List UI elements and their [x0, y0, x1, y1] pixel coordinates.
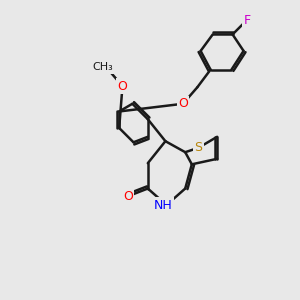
Text: S: S: [194, 141, 202, 154]
Text: F: F: [243, 14, 250, 27]
Text: O: O: [118, 80, 128, 93]
Text: CH₃: CH₃: [92, 62, 113, 72]
Text: O: O: [123, 190, 133, 203]
Text: O: O: [178, 97, 188, 110]
Text: NH: NH: [154, 199, 172, 212]
